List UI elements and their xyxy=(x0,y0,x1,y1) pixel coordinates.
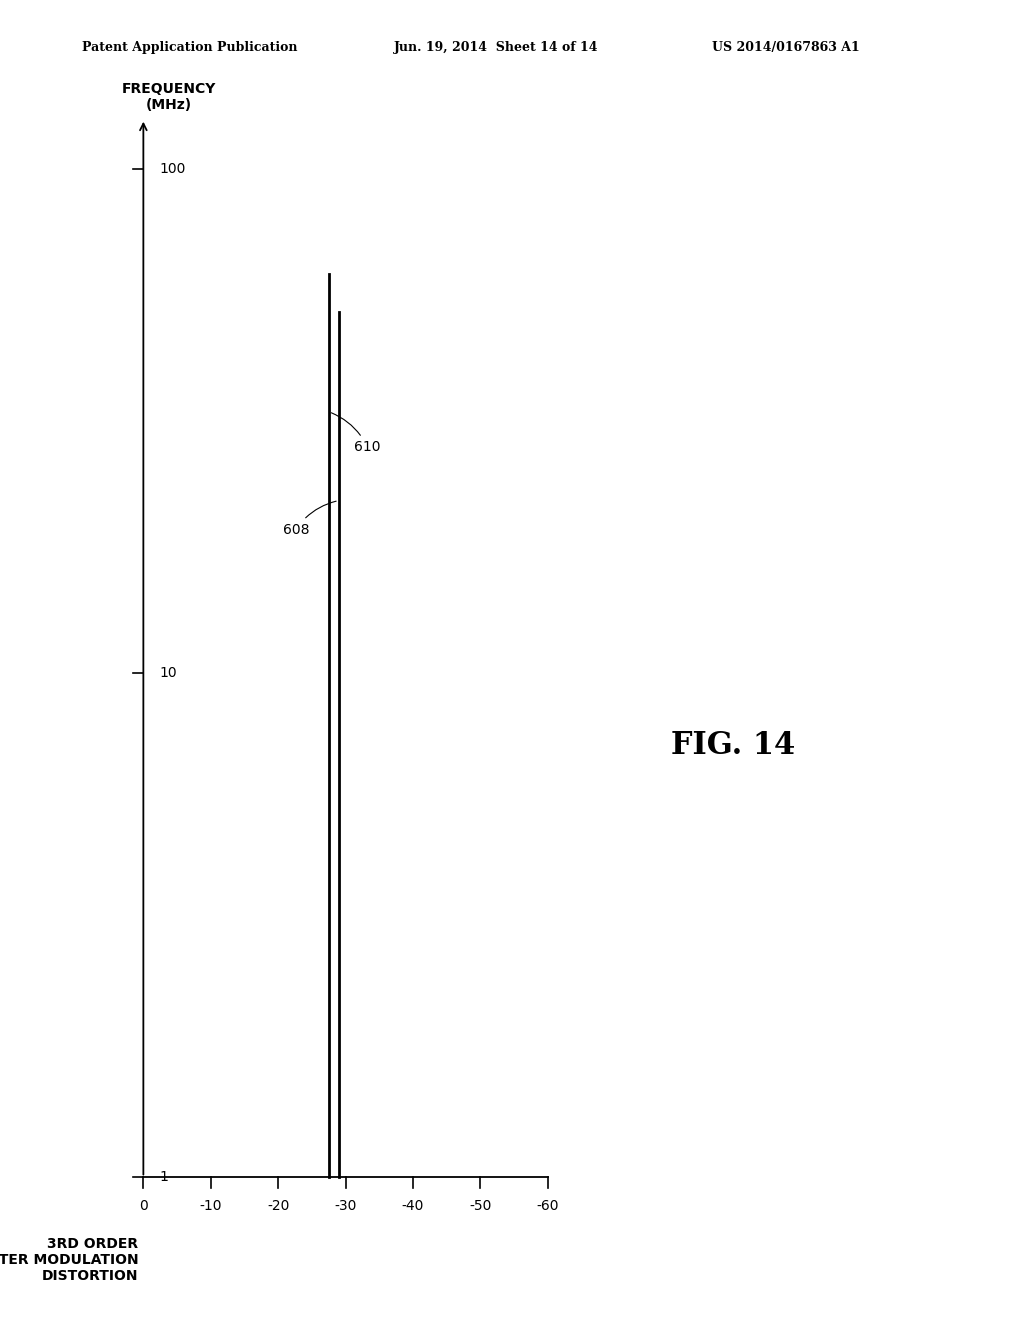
Text: FREQUENCY
(MHz): FREQUENCY (MHz) xyxy=(122,82,216,112)
Text: FIG. 14: FIG. 14 xyxy=(671,730,795,762)
Text: Jun. 19, 2014  Sheet 14 of 14: Jun. 19, 2014 Sheet 14 of 14 xyxy=(394,41,599,54)
Text: -30: -30 xyxy=(335,1199,356,1213)
Text: -60: -60 xyxy=(537,1199,559,1213)
Text: -10: -10 xyxy=(200,1199,222,1213)
Text: 0: 0 xyxy=(139,1199,147,1213)
Text: -40: -40 xyxy=(401,1199,424,1213)
Text: Patent Application Publication: Patent Application Publication xyxy=(82,41,297,54)
Text: -50: -50 xyxy=(469,1199,492,1213)
Text: -20: -20 xyxy=(267,1199,290,1213)
Text: 3RD ORDER
INTER MODULATION
DISTORTION: 3RD ORDER INTER MODULATION DISTORTION xyxy=(0,1237,138,1283)
Text: 100: 100 xyxy=(160,162,186,176)
Text: 610: 610 xyxy=(332,413,381,454)
Text: 10: 10 xyxy=(160,667,177,680)
Text: US 2014/0167863 A1: US 2014/0167863 A1 xyxy=(712,41,859,54)
Text: 1: 1 xyxy=(160,1171,169,1184)
Text: 608: 608 xyxy=(283,502,336,536)
